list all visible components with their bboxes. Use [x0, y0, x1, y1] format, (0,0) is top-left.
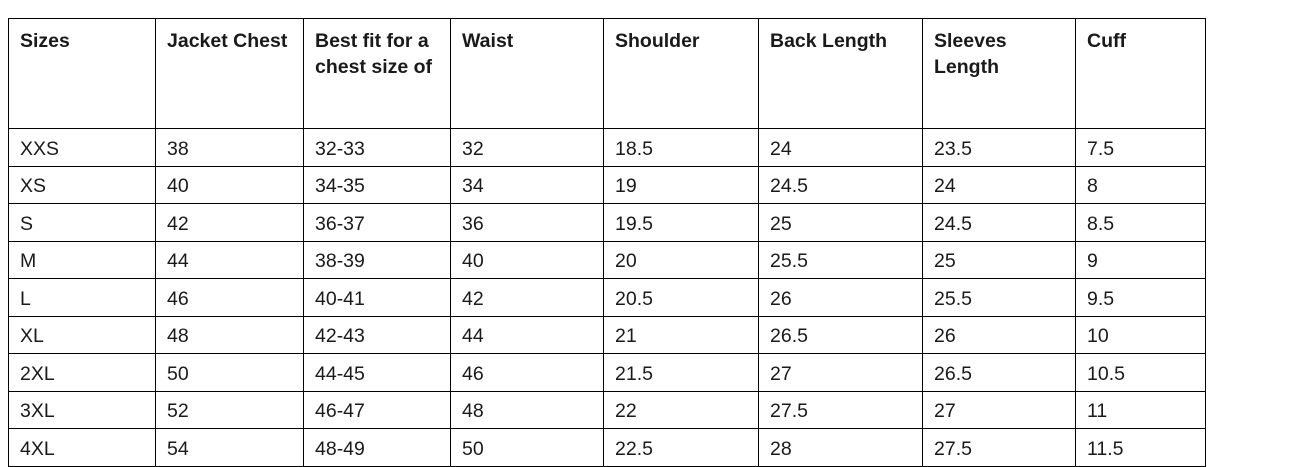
- cell-back-length: 24.5: [758, 165, 923, 204]
- cell-sleeves-length: 27: [922, 390, 1076, 429]
- cell-shoulder: 20.5: [603, 278, 759, 317]
- cell-size-label: S: [8, 203, 156, 242]
- cell-jacket-chest: 48: [155, 315, 304, 354]
- cell-shoulder: 21: [603, 315, 759, 354]
- header-row: Sizes Jacket Chest Best fit for a chest …: [8, 18, 1206, 129]
- cell-back-length: 24: [758, 128, 923, 167]
- cell-best-fit: 40-41: [303, 278, 451, 317]
- cell-shoulder: 18.5: [603, 128, 759, 167]
- cell-back-length: 26.5: [758, 315, 923, 354]
- cell-waist: 40: [450, 240, 604, 279]
- size-chart-page: Sizes Jacket Chest Best fit for a chest …: [8, 18, 1206, 467]
- cell-sleeves-length: 26: [922, 315, 1076, 354]
- cell-sleeves-length: 25: [922, 240, 1076, 279]
- cell-best-fit: 46-47: [303, 390, 451, 429]
- cell-jacket-chest: 42: [155, 203, 304, 242]
- cell-sleeves-length: 26.5: [922, 353, 1076, 392]
- cell-shoulder: 20: [603, 240, 759, 279]
- cell-back-length: 28: [758, 428, 923, 467]
- cell-size-label: XL: [8, 315, 156, 354]
- table-row: 2XL 50 44-45 46 21.5 27 26.5 10.5: [8, 353, 1206, 392]
- cell-waist: 46: [450, 353, 604, 392]
- cell-size-label: XXS: [8, 128, 156, 167]
- cell-size-label: L: [8, 278, 156, 317]
- cell-jacket-chest: 38: [155, 128, 304, 167]
- cell-back-length: 26: [758, 278, 923, 317]
- cell-best-fit: 36-37: [303, 203, 451, 242]
- size-chart-table: Sizes Jacket Chest Best fit for a chest …: [8, 18, 1206, 467]
- table-row: 3XL 52 46-47 48 22 27.5 27 11: [8, 390, 1206, 429]
- column-header-sizes: Sizes: [8, 18, 156, 129]
- cell-best-fit: 44-45: [303, 353, 451, 392]
- table-row: 4XL 54 48-49 50 22.5 28 27.5 11.5: [8, 428, 1206, 467]
- cell-waist: 42: [450, 278, 604, 317]
- table-row: XS 40 34-35 34 19 24.5 24 8: [8, 165, 1206, 204]
- cell-cuff: 9: [1075, 240, 1206, 279]
- cell-waist: 50: [450, 428, 604, 467]
- column-header-back-length: Back Length: [758, 18, 923, 129]
- cell-sleeves-length: 24.5: [922, 203, 1076, 242]
- cell-jacket-chest: 46: [155, 278, 304, 317]
- table-header: Sizes Jacket Chest Best fit for a chest …: [8, 18, 1206, 129]
- cell-jacket-chest: 54: [155, 428, 304, 467]
- table-row: S 42 36-37 36 19.5 25 24.5 8.5: [8, 203, 1206, 242]
- cell-jacket-chest: 52: [155, 390, 304, 429]
- cell-shoulder: 21.5: [603, 353, 759, 392]
- cell-sleeves-length: 23.5: [922, 128, 1076, 167]
- cell-sleeves-length: 25.5: [922, 278, 1076, 317]
- table-row: L 46 40-41 42 20.5 26 25.5 9.5: [8, 278, 1206, 317]
- cell-best-fit: 38-39: [303, 240, 451, 279]
- cell-back-length: 27.5: [758, 390, 923, 429]
- cell-waist: 44: [450, 315, 604, 354]
- cell-best-fit: 34-35: [303, 165, 451, 204]
- cell-cuff: 7.5: [1075, 128, 1206, 167]
- cell-jacket-chest: 40: [155, 165, 304, 204]
- cell-waist: 32: [450, 128, 604, 167]
- cell-jacket-chest: 44: [155, 240, 304, 279]
- table-body: XXS 38 32-33 32 18.5 24 23.5 7.5 XS 40 34-35 34 19 24…: [8, 128, 1206, 467]
- cell-size-label: M: [8, 240, 156, 279]
- cell-shoulder: 19: [603, 165, 759, 204]
- cell-size-label: 3XL: [8, 390, 156, 429]
- cell-cuff: 11.5: [1075, 428, 1206, 467]
- cell-shoulder: 22.5: [603, 428, 759, 467]
- cell-cuff: 8.5: [1075, 203, 1206, 242]
- cell-shoulder: 22: [603, 390, 759, 429]
- cell-back-length: 25.5: [758, 240, 923, 279]
- cell-size-label: 2XL: [8, 353, 156, 392]
- cell-cuff: 11: [1075, 390, 1206, 429]
- cell-cuff: 8: [1075, 165, 1206, 204]
- cell-cuff: 10.5: [1075, 353, 1206, 392]
- cell-best-fit: 42-43: [303, 315, 451, 354]
- column-header-cuff: Cuff: [1075, 18, 1206, 129]
- cell-best-fit: 48-49: [303, 428, 451, 467]
- cell-cuff: 10: [1075, 315, 1206, 354]
- cell-jacket-chest: 50: [155, 353, 304, 392]
- cell-waist: 36: [450, 203, 604, 242]
- cell-cuff: 9.5: [1075, 278, 1206, 317]
- column-header-best-fit: Best fit for a chest size of: [303, 18, 451, 129]
- cell-back-length: 25: [758, 203, 923, 242]
- column-header-shoulder: Shoulder: [603, 18, 759, 129]
- cell-best-fit: 32-33: [303, 128, 451, 167]
- cell-back-length: 27: [758, 353, 923, 392]
- cell-sleeves-length: 24: [922, 165, 1076, 204]
- cell-size-label: XS: [8, 165, 156, 204]
- cell-waist: 48: [450, 390, 604, 429]
- table-row: XXS 38 32-33 32 18.5 24 23.5 7.5: [8, 128, 1206, 167]
- cell-sleeves-length: 27.5: [922, 428, 1076, 467]
- column-header-jacket-chest: Jacket Chest: [155, 18, 304, 129]
- table-row: XL 48 42-43 44 21 26.5 26 10: [8, 315, 1206, 354]
- table-row: M 44 38-39 40 20 25.5 25 9: [8, 240, 1206, 279]
- cell-shoulder: 19.5: [603, 203, 759, 242]
- column-header-waist: Waist: [450, 18, 604, 129]
- cell-size-label: 4XL: [8, 428, 156, 467]
- cell-waist: 34: [450, 165, 604, 204]
- column-header-sleeves-length: Sleeves Length: [922, 18, 1076, 129]
